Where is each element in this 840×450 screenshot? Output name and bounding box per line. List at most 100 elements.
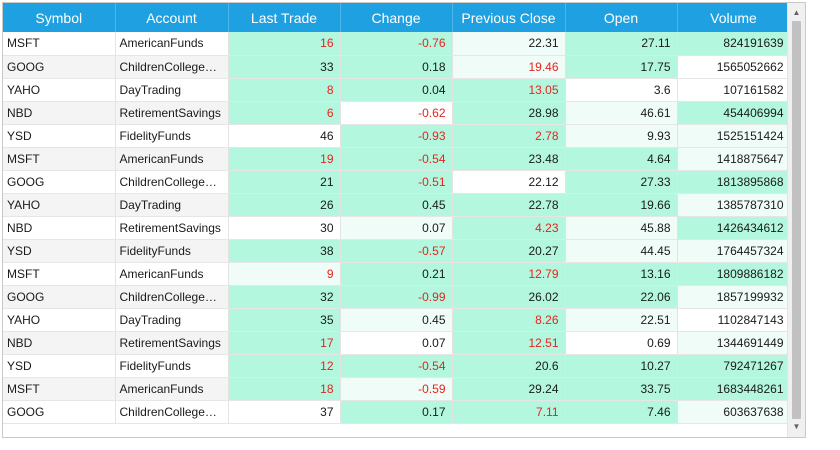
cell-volume[interactable]: 824191639	[677, 32, 791, 56]
cell-open[interactable]: 22.51	[565, 308, 678, 332]
cell-previous-close[interactable]: 22.12	[452, 170, 566, 194]
cell-change[interactable]: -0.57	[340, 239, 453, 263]
cell-last-trade[interactable]: 46	[228, 124, 341, 148]
cell-symbol[interactable]: GOOG	[3, 55, 116, 79]
cell-change[interactable]: 0.18	[340, 55, 453, 79]
cell-open[interactable]: 0.69	[565, 331, 678, 355]
cell-account[interactable]: AmericanFunds	[115, 377, 229, 401]
cell-open[interactable]: 27.33	[565, 170, 678, 194]
cell-change[interactable]: 0.04	[340, 78, 453, 102]
cell-previous-close[interactable]: 19.46	[452, 55, 566, 79]
cell-volume[interactable]: 1525151424	[677, 124, 791, 148]
cell-last-trade[interactable]: 16	[228, 32, 341, 56]
cell-volume[interactable]: 1426434612	[677, 216, 791, 240]
cell-change[interactable]: -0.99	[340, 285, 453, 309]
cell-volume[interactable]: 1683448261	[677, 377, 791, 401]
cell-open[interactable]: 13.16	[565, 262, 678, 286]
cell-change[interactable]: 0.07	[340, 216, 453, 240]
cell-account[interactable]: DayTrading	[115, 193, 229, 217]
cell-symbol[interactable]: MSFT	[3, 32, 116, 56]
column-header-open[interactable]: Open	[565, 3, 678, 32]
cell-account[interactable]: ChildrenCollegeSa...	[115, 400, 229, 424]
cell-volume[interactable]: 1418875647	[677, 147, 791, 171]
table-row[interactable]: MSFT AmericanFunds 18 -0.59 29.24 33.75 168344…	[3, 377, 791, 401]
cell-last-trade[interactable]: 38	[228, 239, 341, 263]
cell-symbol[interactable]: MSFT	[3, 147, 116, 171]
cell-previous-close[interactable]: 12.51	[452, 331, 566, 355]
cell-symbol[interactable]: YSD	[3, 354, 116, 378]
cell-open[interactable]: 17.75	[565, 55, 678, 79]
scroll-up-arrow-icon[interactable]: ▲	[792, 8, 801, 17]
table-row[interactable]: NBD RetirementSavings 6 -0.62 28.98 46.61 4544…	[3, 101, 791, 125]
cell-account[interactable]: DayTrading	[115, 308, 229, 332]
scroll-down-arrow-icon[interactable]: ▼	[792, 422, 801, 431]
cell-open[interactable]: 22.06	[565, 285, 678, 309]
cell-account[interactable]: AmericanFunds	[115, 262, 229, 286]
cell-previous-close[interactable]: 20.6	[452, 354, 566, 378]
table-row[interactable]: MSFT AmericanFunds 16 -0.76 22.31 27.11 824191…	[3, 32, 791, 56]
cell-last-trade[interactable]: 37	[228, 400, 341, 424]
cell-previous-close[interactable]: 13.05	[452, 78, 566, 102]
cell-last-trade[interactable]: 19	[228, 147, 341, 171]
table-row[interactable]: YAHO DayTrading 35 0.45 8.26 22.51 1102847143	[3, 308, 791, 332]
table-row[interactable]: YSD FidelityFunds 46 -0.93 2.78 9.93 152515142…	[3, 124, 791, 148]
cell-account[interactable]: DayTrading	[115, 78, 229, 102]
table-row[interactable]: MSFT AmericanFunds 19 -0.54 23.48 4.64 1418875…	[3, 147, 791, 171]
cell-volume[interactable]: 603637638	[677, 400, 791, 424]
cell-previous-close[interactable]: 28.98	[452, 101, 566, 125]
cell-change[interactable]: -0.76	[340, 32, 453, 56]
table-row[interactable]: GOOG ChildrenCollegeSa... 32 -0.99 26.02 22.0…	[3, 285, 791, 309]
table-row[interactable]: GOOG ChildrenCollegeSa... 37 0.17 7.11 7.46 60…	[3, 400, 791, 424]
cell-open[interactable]: 19.66	[565, 193, 678, 217]
cell-account[interactable]: RetirementSavings	[115, 101, 229, 125]
vertical-scrollbar[interactable]: ▲ ▼	[787, 3, 805, 437]
cell-open[interactable]: 7.46	[565, 400, 678, 424]
cell-last-trade[interactable]: 26	[228, 193, 341, 217]
cell-open[interactable]: 9.93	[565, 124, 678, 148]
scrollbar-thumb[interactable]	[792, 21, 801, 419]
cell-last-trade[interactable]: 35	[228, 308, 341, 332]
cell-volume[interactable]: 107161582	[677, 78, 791, 102]
cell-symbol[interactable]: YAHO	[3, 308, 116, 332]
cell-previous-close[interactable]: 2.78	[452, 124, 566, 148]
cell-account[interactable]: ChildrenCollegeSa...	[115, 285, 229, 309]
cell-change[interactable]: -0.93	[340, 124, 453, 148]
cell-volume[interactable]: 792471267	[677, 354, 791, 378]
cell-previous-close[interactable]: 12.79	[452, 262, 566, 286]
cell-previous-close[interactable]: 23.48	[452, 147, 566, 171]
cell-change[interactable]: -0.62	[340, 101, 453, 125]
cell-previous-close[interactable]: 22.31	[452, 32, 566, 56]
cell-account[interactable]: FidelityFunds	[115, 239, 229, 263]
cell-volume[interactable]: 1857199932	[677, 285, 791, 309]
cell-last-trade[interactable]: 17	[228, 331, 341, 355]
cell-symbol[interactable]: YSD	[3, 124, 116, 148]
cell-change[interactable]: 0.17	[340, 400, 453, 424]
cell-account[interactable]: RetirementSavings	[115, 331, 229, 355]
table-row[interactable]: NBD RetirementSavings 30 0.07 4.23 45.88 14264…	[3, 216, 791, 240]
cell-last-trade[interactable]: 21	[228, 170, 341, 194]
cell-volume[interactable]: 1344691449	[677, 331, 791, 355]
cell-change[interactable]: -0.59	[340, 377, 453, 401]
cell-open[interactable]: 4.64	[565, 147, 678, 171]
cell-account[interactable]: RetirementSavings	[115, 216, 229, 240]
table-row[interactable]: YSD FidelityFunds 12 -0.54 20.6 10.27 79247126…	[3, 354, 791, 378]
cell-symbol[interactable]: YAHO	[3, 78, 116, 102]
cell-previous-close[interactable]: 7.11	[452, 400, 566, 424]
cell-change[interactable]: 0.45	[340, 193, 453, 217]
table-row[interactable]: NBD RetirementSavings 17 0.07 12.51 0.69 13446…	[3, 331, 791, 355]
cell-open[interactable]: 46.61	[565, 101, 678, 125]
cell-last-trade[interactable]: 18	[228, 377, 341, 401]
cell-volume[interactable]: 1813895868	[677, 170, 791, 194]
cell-account[interactable]: ChildrenCollegeSa...	[115, 55, 229, 79]
cell-last-trade[interactable]: 33	[228, 55, 341, 79]
table-row[interactable]: YAHO DayTrading 8 0.04 13.05 3.6 107161582	[3, 78, 791, 102]
cell-last-trade[interactable]: 32	[228, 285, 341, 309]
column-header-change[interactable]: Change	[340, 3, 453, 32]
cell-symbol[interactable]: MSFT	[3, 262, 116, 286]
cell-change[interactable]: -0.54	[340, 147, 453, 171]
cell-change[interactable]: -0.51	[340, 170, 453, 194]
cell-open[interactable]: 27.11	[565, 32, 678, 56]
cell-previous-close[interactable]: 26.02	[452, 285, 566, 309]
cell-previous-close[interactable]: 29.24	[452, 377, 566, 401]
table-row[interactable]: YAHO DayTrading 26 0.45 22.78 19.66 1385787310	[3, 193, 791, 217]
